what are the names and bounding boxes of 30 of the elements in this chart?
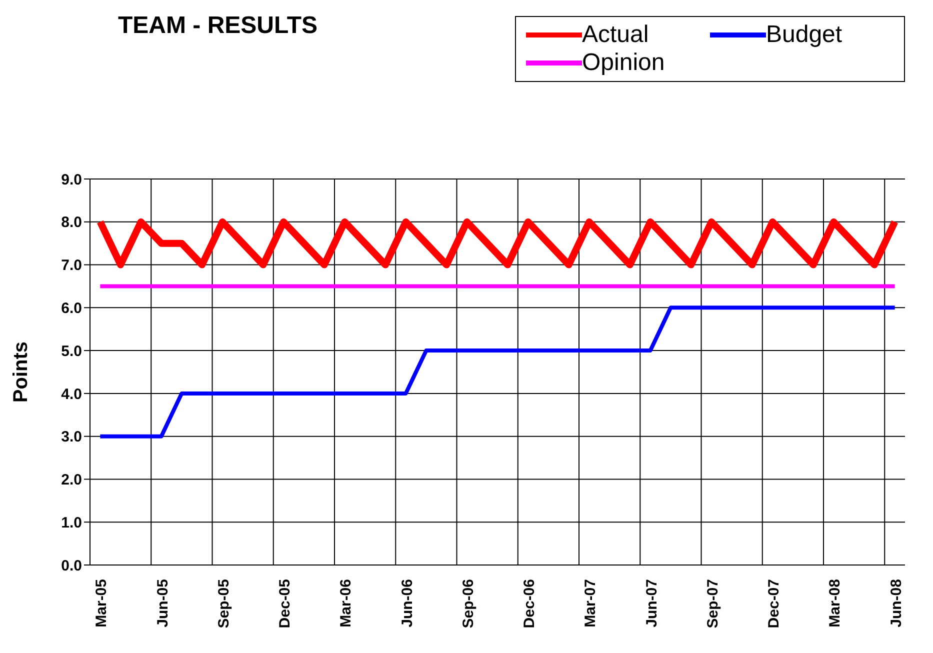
- x-tick-label: Sep-07: [704, 579, 722, 628]
- x-tick-label: Jun-06: [398, 579, 416, 628]
- x-tick-label: Sep-06: [460, 579, 477, 628]
- x-tick-label: Mar-06: [338, 579, 355, 628]
- y-axis-title: Points: [10, 341, 32, 403]
- y-tick-label: 0.0: [61, 557, 82, 574]
- legend-label: Opinion: [582, 49, 665, 77]
- x-tick-label: Sep-05: [215, 579, 232, 628]
- line-series: [98, 306, 897, 438]
- x-tick-label: Jun-08: [888, 579, 905, 628]
- y-tick-label: 9.0: [61, 171, 82, 188]
- y-tick-label: 7.0: [61, 257, 82, 274]
- x-tick-label: Mar-07: [582, 579, 600, 628]
- x-tick-label: Dec-05: [276, 579, 294, 628]
- x-tick-label: Dec-07: [766, 579, 783, 628]
- x-tick-label: Mar-08: [826, 579, 844, 628]
- y-tick-label: 2.0: [61, 472, 82, 489]
- legend-label: Actual: [582, 21, 649, 49]
- x-tick-label: Mar-05: [93, 579, 110, 628]
- y-tick-label: 3.0: [61, 428, 82, 446]
- y-tick-label: 6.0: [61, 300, 82, 317]
- y-tick-label: 8.0: [61, 214, 82, 232]
- chart-title: TEAM - RESULTS: [118, 12, 318, 40]
- x-tick-label: Jun-05: [154, 579, 172, 628]
- x-tick-label: Dec-06: [521, 579, 538, 628]
- legend-label: Budget: [766, 21, 842, 49]
- x-tick-label: Jun-07: [643, 579, 660, 628]
- y-tick-label: 4.0: [61, 386, 82, 403]
- y-tick-label: 1.0: [61, 514, 82, 532]
- y-tick-label: 5.0: [61, 342, 82, 360]
